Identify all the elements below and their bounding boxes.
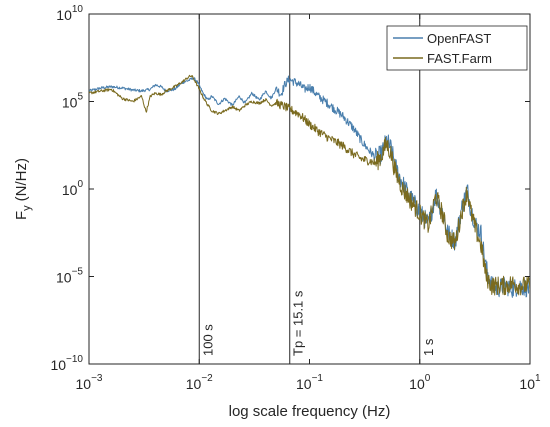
y-axis-label-main: F [13,211,30,220]
y-axis-label: Fy (N/Hz) [13,158,33,220]
y-tick-label: 105 [62,92,84,111]
x-axis-label: log scale frequency (Hz) [229,403,391,420]
legend-label-openfast: OpenFAST [427,31,491,46]
y-tick-label: 100 [62,179,84,198]
y-tick-label: 10−10 [50,354,83,373]
x-tick-label: 10−3 [76,373,103,392]
x-tick-label: 100 [409,373,431,392]
legend-box [386,25,528,71]
y-tick-label: 1010 [56,4,83,23]
reference-line-label-2: 1 s [421,338,436,356]
reference-line-label-0: 100 s [200,324,215,356]
y-axis-label-subscript: y [21,205,33,211]
x-tick-label: 10−1 [296,373,323,392]
y-tick-label: 10−5 [56,267,83,286]
legend-label-fastfarm: FAST.Farm [427,51,492,66]
x-tick-label: 10−2 [186,373,213,392]
legend: OpenFAST FAST.Farm [386,25,528,71]
x-tick-label: 101 [519,373,541,392]
series-line-fast-farm [89,74,530,296]
reference-line-label-1: Tp = 15.1 s [291,290,306,356]
y-axis-label-unit: (N/Hz) [13,158,30,201]
